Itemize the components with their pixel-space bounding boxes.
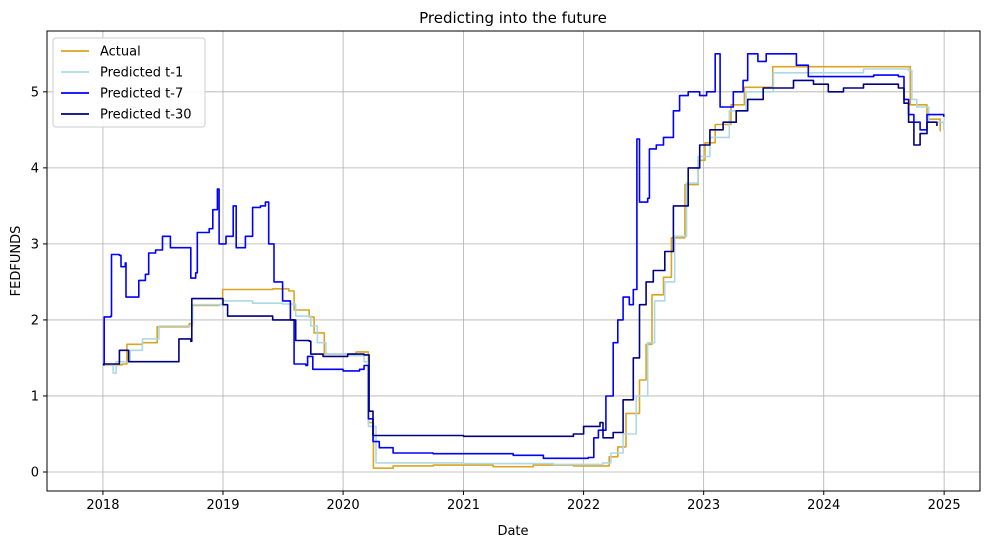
y-tick-label: 5: [31, 85, 39, 100]
legend-label: Actual: [100, 45, 141, 60]
x-tick-label: 2021: [447, 498, 480, 513]
legend-label: Predicted t-7: [100, 87, 183, 102]
chart-title: Predicting into the future: [419, 9, 607, 27]
y-tick-label: 4: [31, 161, 39, 176]
grid: [47, 31, 980, 491]
y-tick-label: 3: [31, 237, 39, 252]
y-tick-label: 1: [31, 389, 39, 404]
y-axis-label: FEDFUNDS: [9, 226, 24, 297]
series-lines: [102, 53, 945, 469]
series-line-predicted-t-30: [102, 79, 938, 439]
legend-label: Predicted t-1: [100, 66, 183, 81]
axis-ticks: 2018 2019 2020 2021 2022 2023 2024 2025 0 1 2 3 4 5: [31, 85, 961, 513]
x-tick-label: 2025: [928, 498, 961, 513]
series-line-predicted-t-7: [102, 53, 945, 460]
x-tick-label: 2020: [327, 498, 360, 513]
x-axis-label: Date: [497, 524, 528, 539]
plot-frame: [46, 30, 981, 492]
x-tick-label: 2022: [567, 498, 600, 513]
x-tick-label: 2018: [86, 498, 119, 513]
x-tick-label: 2019: [206, 498, 239, 513]
legend-label: Predicted t-30: [100, 108, 192, 123]
x-tick-label: 2023: [687, 498, 720, 513]
x-tick-label: 2024: [807, 498, 840, 513]
y-tick-label: 0: [31, 465, 39, 480]
legend: Actual Predicted t-1 Predicted t-7 Predicte…: [52, 37, 206, 128]
y-tick-label: 2: [31, 313, 39, 328]
legend-box: [52, 37, 206, 128]
